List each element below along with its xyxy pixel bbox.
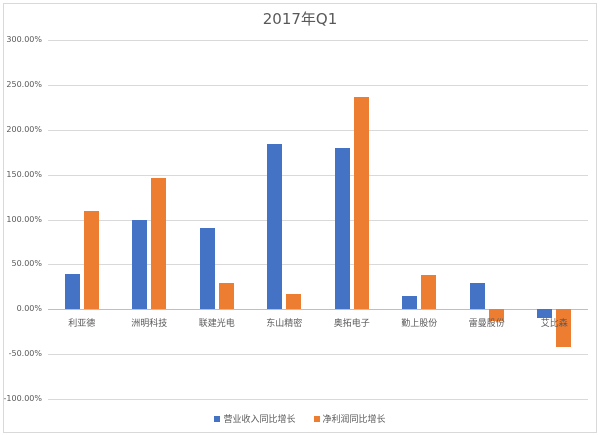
bar-net-profit[interactable] xyxy=(151,178,167,310)
y-tick-label: 50.00% xyxy=(11,259,42,269)
gridline xyxy=(48,84,588,86)
legend: 营业收入同比增长 净利润同比增长 xyxy=(0,412,600,425)
gridline xyxy=(48,264,588,266)
bar-net-profit[interactable] xyxy=(556,309,572,347)
gridline xyxy=(48,399,588,400)
x-category-label: 洲明科技 xyxy=(131,319,168,329)
gridline xyxy=(48,129,588,131)
x-category-label: 东山精密 xyxy=(266,319,303,329)
gridline xyxy=(48,174,588,176)
bar-net-profit[interactable] xyxy=(286,293,302,310)
y-tick-label: 300.00% xyxy=(6,35,42,44)
bar-net-profit[interactable] xyxy=(218,283,234,310)
bar-net-profit[interactable] xyxy=(421,275,437,310)
bar-net-profit[interactable] xyxy=(353,96,369,310)
bar-revenue[interactable] xyxy=(334,147,350,310)
gridline xyxy=(48,354,588,356)
y-tick-label: 100.00% xyxy=(6,214,42,224)
x-category-label: 艾比森 xyxy=(540,319,568,329)
legend-item[interactable]: 营业收入同比增长 xyxy=(214,412,296,425)
bar-revenue[interactable] xyxy=(537,309,553,319)
y-tick-label: -50.00% xyxy=(8,349,42,359)
x-category-label: 勤上股份 xyxy=(401,319,438,329)
legend-label: 净利润同比增长 xyxy=(322,415,386,425)
x-category-label: 奥拓电子 xyxy=(333,319,370,329)
y-tick-label: 200.00% xyxy=(6,124,42,134)
chart-frame xyxy=(3,3,597,433)
bar-revenue[interactable] xyxy=(402,295,418,310)
gridline xyxy=(48,219,588,221)
legend-label: 营业收入同比增长 xyxy=(223,415,296,425)
bar-revenue[interactable] xyxy=(469,283,485,310)
y-tick-label: -100.00% xyxy=(3,394,42,403)
legend-swatch-icon xyxy=(313,415,320,422)
bar-revenue[interactable] xyxy=(132,219,148,310)
x-category-label: 联建光电 xyxy=(198,319,235,329)
bar-revenue[interactable] xyxy=(267,144,283,310)
x-category-label: 雷曼股份 xyxy=(468,319,505,329)
gridline xyxy=(48,309,588,311)
y-tick-label: 0.00% xyxy=(16,304,42,314)
x-category-label: 利亚德 xyxy=(68,319,96,329)
legend-item[interactable]: 净利润同比增长 xyxy=(313,412,386,425)
y-tick-label: 150.00% xyxy=(6,169,42,179)
bar-revenue[interactable] xyxy=(199,228,215,310)
bar-net-profit[interactable] xyxy=(83,210,99,310)
bar-net-profit[interactable] xyxy=(488,309,504,321)
legend-swatch-icon xyxy=(214,415,221,422)
bar-revenue[interactable] xyxy=(64,274,80,310)
y-tick-label: 250.00% xyxy=(6,79,42,89)
chart-title: 2017年Q1 xyxy=(262,10,338,28)
gridline xyxy=(48,40,588,41)
